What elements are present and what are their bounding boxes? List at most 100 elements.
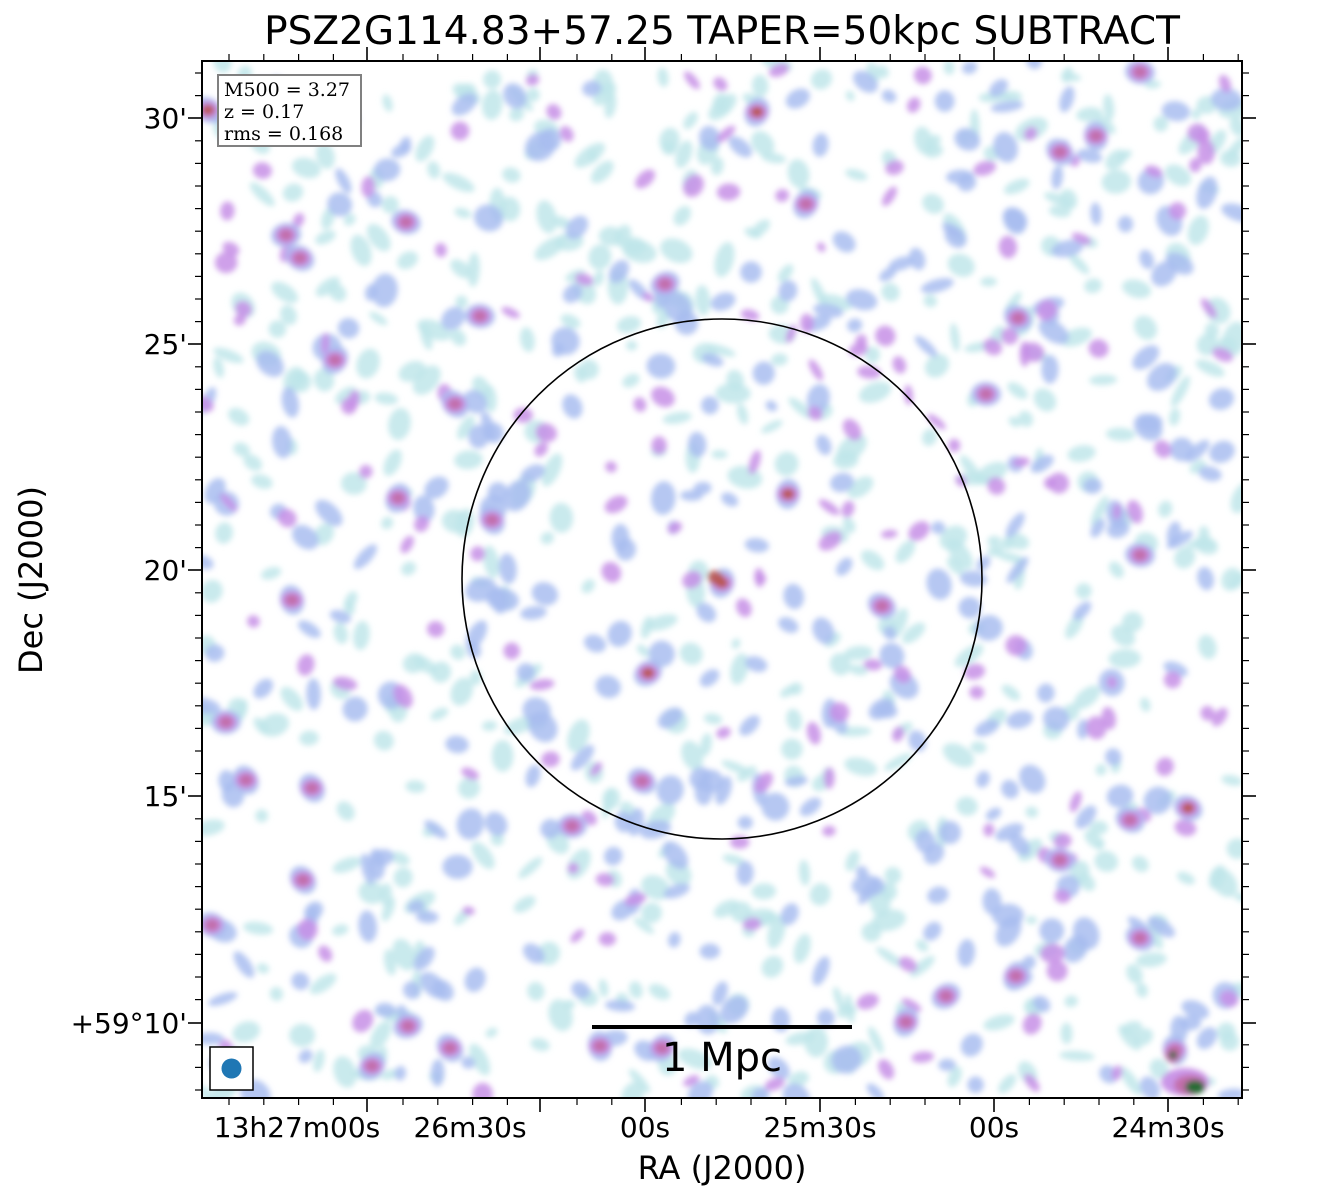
emission-blob	[730, 653, 749, 685]
emission-blob	[400, 535, 414, 554]
emission-blob	[570, 929, 585, 943]
emission-blob	[719, 995, 749, 1024]
emission-blob	[1111, 1065, 1123, 1081]
axis-ticks	[188, 47, 1256, 1112]
emission-blob	[415, 910, 439, 924]
emission-blob	[673, 206, 692, 226]
emission-blob	[332, 924, 349, 936]
emission-blob	[313, 368, 335, 392]
emission-blob	[865, 346, 880, 364]
emission-blob	[369, 311, 388, 326]
emission-blob	[235, 300, 252, 317]
emission-blob	[1112, 503, 1122, 520]
emission-blob	[699, 669, 720, 687]
emission-blob	[1001, 684, 1021, 701]
emission-blob	[291, 524, 319, 550]
emission-blob	[442, 172, 475, 193]
emission-blob	[415, 135, 435, 162]
emission-blob	[841, 500, 855, 518]
emission-blob	[529, 678, 555, 691]
emission-blob	[822, 825, 836, 837]
emission-blob	[335, 168, 352, 194]
emission-blob	[383, 449, 402, 476]
emission-blob	[751, 1087, 770, 1098]
emission-blob	[1221, 774, 1242, 786]
emission-blob	[397, 251, 419, 270]
emission-blob	[716, 125, 736, 143]
emission-blob	[1108, 648, 1141, 669]
emission-blob	[945, 169, 974, 184]
emission-blob	[1076, 148, 1103, 163]
emission-blob	[635, 775, 649, 787]
emission-blob	[684, 71, 700, 90]
emission-blob	[616, 316, 642, 333]
emission-blob	[374, 1002, 397, 1018]
scalebar-label: 1 Mpc	[661, 1035, 783, 1081]
emission-blob	[973, 160, 997, 176]
emission-blob	[694, 777, 713, 806]
emission-blob	[845, 850, 860, 872]
emission-blob	[202, 396, 214, 412]
info-mass: M500 = 3.27	[224, 79, 351, 101]
emission-blob	[202, 697, 221, 715]
emission-blob	[370, 1020, 392, 1049]
emission-blob	[836, 557, 853, 576]
emission-blob	[219, 716, 233, 728]
emission-blob	[782, 489, 794, 499]
emission-blob	[456, 808, 485, 840]
emission-blob	[1126, 500, 1143, 524]
emission-blob	[380, 1069, 399, 1080]
emission-blob	[540, 818, 561, 839]
emission-blob	[373, 158, 401, 182]
emission-blob	[1155, 757, 1174, 776]
emission-blob	[1219, 990, 1239, 1008]
emission-blob	[787, 159, 810, 189]
emission-blob	[498, 553, 517, 584]
x-tick-label: 26m30s	[413, 1111, 526, 1144]
emission-blob	[998, 235, 1018, 259]
emission-blob	[898, 956, 918, 973]
emission-blob	[879, 267, 897, 282]
emission-blob	[642, 292, 654, 303]
emission-blob	[269, 986, 284, 1001]
emission-blob	[812, 617, 835, 645]
emission-blob	[885, 160, 904, 176]
emission-blob	[353, 620, 370, 651]
emission-blob	[535, 423, 557, 443]
emission-blob	[441, 306, 466, 331]
emission-blob	[1051, 239, 1084, 258]
emission-blob	[782, 1083, 811, 1098]
emission-blob	[527, 981, 545, 1001]
emission-blob	[559, 125, 574, 142]
emission-blob	[807, 406, 823, 421]
emission-blob	[713, 77, 728, 92]
emission-blob	[358, 910, 378, 943]
emission-blob	[701, 396, 719, 415]
emission-blob	[667, 521, 683, 534]
emission-blob	[1181, 1000, 1210, 1020]
x-tick-label: 00s	[969, 1111, 1019, 1144]
emission-blob	[799, 797, 822, 817]
emission-blob	[565, 215, 589, 240]
emission-blob	[571, 981, 590, 999]
emission-blob	[536, 200, 557, 234]
emission-blob	[987, 477, 1006, 495]
emission-blob	[927, 414, 946, 430]
emission-blob	[740, 261, 762, 283]
emission-blob	[829, 702, 850, 723]
emission-blob	[604, 92, 617, 119]
emission-blob	[1219, 1031, 1240, 1051]
emission-blob	[518, 857, 543, 879]
emission-blob	[927, 886, 949, 904]
emission-blob	[205, 919, 219, 931]
emission-blob	[484, 811, 508, 837]
emission-blob	[611, 523, 630, 553]
emission-blob	[957, 939, 976, 967]
emission-blob	[1198, 466, 1222, 482]
emission-blob	[502, 83, 527, 109]
emission-blob	[474, 204, 504, 232]
emission-blob	[909, 955, 935, 978]
emission-blob	[582, 80, 602, 97]
emission-blob	[1187, 215, 1209, 246]
emission-blob	[991, 903, 1024, 928]
